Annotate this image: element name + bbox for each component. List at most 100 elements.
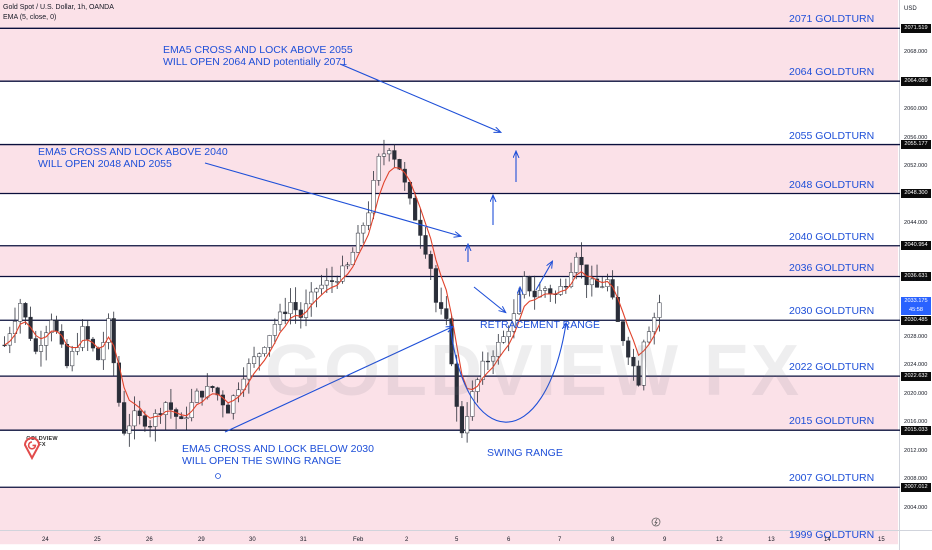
- current-price-tag: 2033.175 45:58: [901, 296, 931, 315]
- candle-body: [85, 326, 90, 340]
- candle-body: [189, 402, 194, 418]
- candle-body: [579, 256, 584, 266]
- candle-body: [64, 343, 70, 367]
- level-price-tag: 2040.954: [901, 241, 931, 251]
- candle-body: [600, 286, 605, 288]
- annotation-arrow: [339, 63, 500, 132]
- level-price-tag: 2015.033: [901, 425, 931, 435]
- candle-body: [459, 406, 464, 434]
- candle-body: [127, 425, 132, 434]
- level-price-tag: 2071.519: [901, 23, 931, 33]
- candle-body: [626, 340, 631, 358]
- candle-body: [44, 332, 49, 346]
- candle-body: [309, 291, 314, 305]
- level-price-tag: 2007.012: [901, 482, 931, 492]
- candle-body: [501, 336, 506, 343]
- candle-body: [439, 302, 444, 309]
- zone-band: [0, 144, 898, 194]
- annotation-mid: EMA5 CROSS AND LOCK ABOVE 2040 WILL OPEN …: [38, 146, 228, 170]
- candle-body: [657, 302, 662, 318]
- candle-body: [345, 264, 350, 267]
- candle-body: [106, 318, 111, 343]
- candle-body: [298, 309, 303, 318]
- candle-body: [574, 256, 579, 273]
- candle-body: [335, 281, 340, 283]
- x-tick-label: 5: [455, 537, 459, 543]
- candle-body: [225, 404, 231, 414]
- y-tick-label: 2044.000: [904, 220, 928, 227]
- candle-body: [355, 232, 361, 253]
- lightning-icon[interactable]: [651, 517, 661, 527]
- candle-body: [272, 324, 277, 336]
- zone-band: [0, 245, 898, 277]
- circle-marker: [215, 473, 221, 479]
- candle-body: [610, 279, 615, 298]
- candle-body: [511, 313, 516, 332]
- candle-body: [101, 342, 106, 361]
- candle-body: [142, 415, 147, 427]
- candle-body: [194, 390, 199, 403]
- candle-body: [641, 341, 646, 386]
- candle-body: [465, 416, 470, 434]
- candle-body: [444, 308, 449, 319]
- candle-body: [454, 363, 459, 407]
- candle-body: [168, 402, 173, 410]
- level-label: 2022 GOLDTURN: [789, 361, 875, 374]
- annotation-arrow: [473, 286, 505, 312]
- candle-body: [262, 347, 267, 354]
- y-tick-label: 2024.000: [904, 362, 928, 369]
- y-tick-label: 2012.000: [904, 447, 928, 454]
- y-tick-label: 2028.000: [904, 333, 928, 340]
- x-tick-label: Feb: [353, 537, 364, 543]
- zone-band: [0, 0, 898, 29]
- x-tick-label: 26: [146, 537, 153, 543]
- currency-label: USD: [904, 6, 917, 12]
- candle-body: [251, 356, 257, 364]
- x-tick-label: 2: [405, 537, 409, 543]
- candle-body: [210, 386, 215, 389]
- y-tick-label: 2016.000: [904, 419, 928, 426]
- level-price-tag: 2055.177: [901, 140, 931, 150]
- candle-body: [568, 272, 574, 287]
- candle-body: [283, 311, 288, 315]
- candle-body: [361, 225, 366, 234]
- candle-body: [54, 319, 59, 332]
- candle-body: [558, 286, 563, 295]
- candle-body: [594, 278, 600, 288]
- x-tick-label: 31: [300, 537, 307, 543]
- candle-body: [241, 378, 246, 391]
- candle-body: [376, 156, 381, 181]
- candle-body: [236, 389, 241, 397]
- level-label: 1999 GOLDTURN: [789, 529, 875, 542]
- level-price-tag: 2064.089: [901, 76, 931, 86]
- candle-body: [303, 303, 309, 318]
- x-tick-label: 30: [249, 537, 256, 543]
- symbol-title: Gold Spot / U.S. Dollar, 1h, OANDA: [3, 4, 114, 11]
- candle-body: [636, 365, 641, 386]
- indicator-legend[interactable]: EMA (5, close, 0): [3, 14, 57, 21]
- level-price-tag: 2048.300: [901, 189, 931, 198]
- candle-body: [340, 265, 345, 282]
- candle-body: [589, 278, 594, 286]
- candle-body: [527, 276, 532, 292]
- candle-body: [496, 342, 501, 357]
- watermark: GOLDVIEW FX: [265, 331, 802, 411]
- candle-body: [288, 302, 293, 315]
- candle-body: [423, 235, 428, 255]
- candle-body: [49, 319, 54, 334]
- candle-body: [392, 150, 397, 160]
- level-price-tag: 2022.632: [901, 371, 931, 381]
- candle-body: [563, 286, 568, 288]
- x-tick-label: 6: [507, 537, 511, 543]
- x-tick-label: 7: [558, 537, 562, 543]
- x-tick-label: 12: [716, 537, 723, 543]
- candle-body: [122, 402, 127, 434]
- candle-body: [433, 268, 439, 303]
- candle-body: [324, 280, 329, 286]
- annotation-arrow: [535, 262, 552, 291]
- candle-body: [548, 288, 553, 295]
- candle-body: [231, 395, 236, 414]
- logo-mark-icon: [23, 437, 41, 460]
